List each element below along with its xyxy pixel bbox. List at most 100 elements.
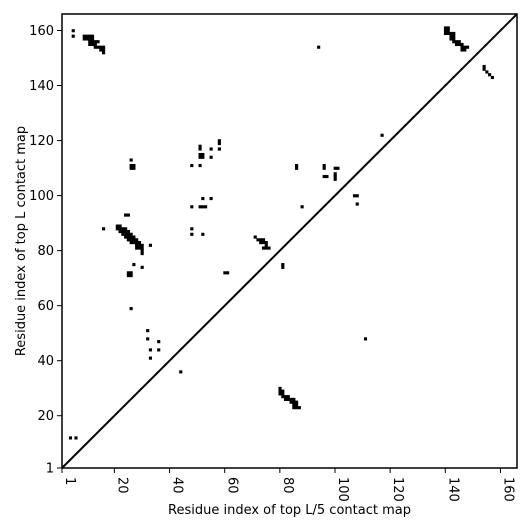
y-tick-label: 120	[29, 134, 54, 149]
contact-cell-lower	[289, 397, 293, 401]
x-tick-label: 60	[225, 477, 240, 494]
contact-cell-upper	[317, 45, 321, 49]
contact-cell-upper	[137, 246, 141, 250]
y-tick-label: 20	[37, 409, 54, 424]
contact-cell-upper	[132, 263, 136, 267]
contact-cell-upper	[140, 252, 144, 256]
contact-cell-upper	[201, 155, 205, 159]
contact-cell-upper	[135, 238, 139, 242]
contact-cell-upper	[135, 243, 139, 247]
contact-cell-lower	[482, 67, 486, 71]
contact-cell-upper	[129, 241, 133, 245]
contact-cell-upper	[140, 265, 144, 269]
contact-cell-upper	[115, 227, 119, 231]
contact-cell-lower	[292, 403, 296, 407]
contact-cell-upper	[179, 370, 183, 374]
contact-cell-upper	[201, 196, 205, 201]
contact-cell-lower	[452, 37, 456, 41]
contact-cell-lower	[485, 70, 489, 74]
contact-cell-upper	[140, 243, 144, 247]
contact-cell-upper	[281, 265, 285, 269]
contact-cell-upper	[101, 227, 106, 231]
contact-cell-lower	[295, 403, 299, 407]
contact-cell-upper	[132, 163, 136, 168]
contact-cell-lower	[443, 31, 448, 36]
contact-cell-upper	[264, 243, 268, 247]
x-tick-label: 140	[445, 477, 460, 502]
contact-cell-upper	[333, 172, 337, 176]
contact-cell-upper	[85, 37, 89, 41]
contact-cell-upper	[129, 163, 133, 168]
x-axis-label: Residue index of top L/5 contact map	[168, 503, 411, 518]
contact-cell-upper	[281, 263, 285, 267]
contact-cell-upper	[137, 241, 141, 245]
contact-cell-upper	[333, 177, 337, 181]
contact-cell-upper	[71, 34, 75, 38]
contact-cell-upper	[267, 246, 271, 250]
x-tick-label: 120	[390, 477, 405, 502]
contact-cell-lower	[446, 26, 450, 30]
contact-cell-lower	[457, 42, 461, 47]
contact-cell-upper	[101, 45, 106, 49]
contact-cell-upper	[148, 243, 153, 247]
contact-cell-upper	[88, 40, 92, 44]
contact-cell-lower	[295, 400, 299, 404]
contact-cell-upper	[352, 194, 357, 198]
contact-cell-upper	[261, 246, 266, 250]
contact-cell-lower	[490, 75, 494, 80]
contact-cell-upper	[126, 274, 130, 278]
contact-cell-upper	[129, 235, 133, 239]
contact-cell-lower	[460, 45, 464, 49]
contact-cell-lower	[292, 400, 296, 404]
contact-cell-upper	[201, 232, 205, 236]
y-tick-label: 160	[29, 24, 54, 39]
contact-cell-lower	[363, 337, 368, 341]
contact-cell-upper	[132, 241, 136, 245]
contact-cell-upper	[93, 40, 97, 44]
contact-cell-upper	[198, 163, 202, 168]
contact-cell-upper	[198, 155, 202, 159]
contact-cell-upper	[121, 230, 125, 234]
contact-cell-upper	[264, 246, 268, 250]
contact-cell-upper	[217, 147, 221, 151]
contact-cell-lower	[457, 40, 461, 44]
contact-cell-upper	[93, 45, 97, 49]
contact-cell-lower	[454, 42, 459, 47]
contact-cell-upper	[190, 227, 194, 231]
contact-cell-upper	[132, 238, 136, 242]
contact-cell-upper	[198, 147, 202, 151]
contact-cell-lower	[278, 386, 282, 390]
contact-cell-upper	[355, 194, 359, 198]
contact-cell-upper	[204, 205, 208, 209]
contact-cell-lower	[380, 133, 384, 137]
contact-cell-upper	[336, 166, 340, 170]
contact-cell-lower	[292, 397, 296, 401]
contact-cell-upper	[322, 163, 326, 168]
contact-cell-upper	[190, 163, 194, 168]
contact-cell-lower	[278, 392, 282, 396]
contact-cell-lower	[460, 48, 464, 52]
contact-cell-upper	[118, 227, 122, 231]
contact-cell-upper	[129, 307, 133, 311]
contact-cell-lower	[446, 29, 450, 33]
contact-cell-upper	[99, 45, 103, 49]
contact-cell-upper	[140, 246, 144, 250]
contact-cell-upper	[190, 205, 194, 209]
x-tick-label: 100	[335, 477, 350, 502]
contact-cell-upper	[93, 42, 97, 47]
x-axis: 1 20 40 60 80 100 120 140 160	[61, 468, 515, 502]
x-tick-label: 80	[280, 477, 295, 494]
contact-cell-upper	[90, 37, 95, 41]
contact-cell-upper	[300, 205, 304, 209]
contact-cell-upper	[135, 241, 139, 245]
contact-cell-upper	[261, 241, 266, 245]
x-tick-label: 160	[500, 477, 515, 502]
contact-cell-lower	[443, 29, 448, 33]
contact-cell-upper	[82, 37, 86, 41]
contact-cell-upper	[126, 271, 130, 275]
contact-cell-upper	[96, 45, 100, 49]
contact-cell-upper	[148, 356, 153, 360]
contact-cell-upper	[126, 213, 130, 217]
contact-cell-upper	[96, 40, 100, 44]
